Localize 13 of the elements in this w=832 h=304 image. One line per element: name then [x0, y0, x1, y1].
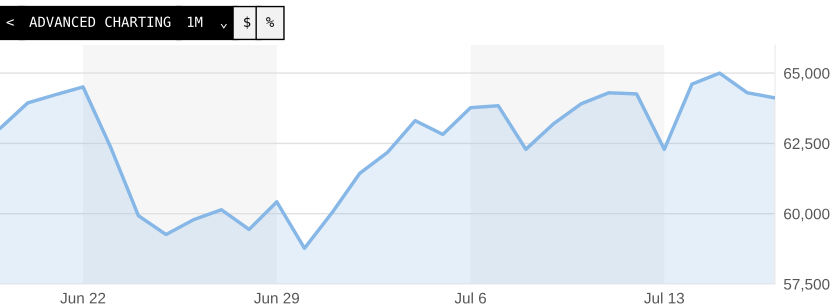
text: % [266, 17, 274, 27]
text: ADVANCED CHARTING [29, 16, 170, 28]
y-tick-label: 65,000 [784, 68, 830, 81]
x-tick-label: Jul 13 [644, 292, 684, 304]
x-tick-label: Jul 6 [454, 292, 486, 304]
y-tick-label: 62,500 [784, 138, 830, 151]
x-tick-label: Jun 22 [60, 292, 106, 304]
y-tick-label: 57,500 [784, 278, 830, 292]
y-tick-label: 60,000 [784, 208, 830, 222]
x-tick-label: Jun 29 [254, 292, 299, 304]
text: 1M ⌄ [188, 16, 228, 29]
text: < [6, 19, 14, 26]
text: $ [244, 16, 250, 29]
